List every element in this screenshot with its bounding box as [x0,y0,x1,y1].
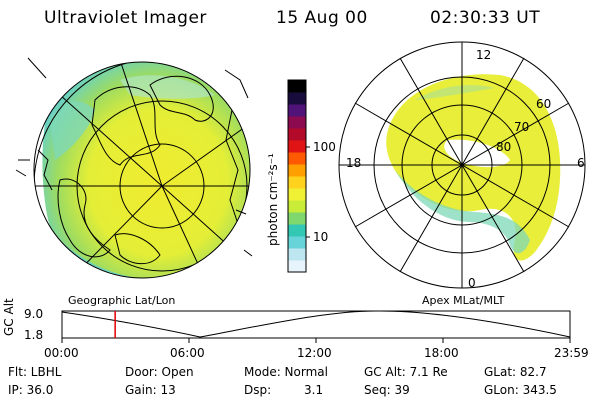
status-mode: Mode: Normal [244,365,328,379]
orbit-timeline [61,310,571,343]
colorbar-segment [288,104,306,117]
colorbar-tick-100: 100 [313,140,336,154]
apex-label: Apex MLat/MLT [422,294,505,307]
status-dsp-label: Dsp: [244,383,272,397]
colorbar-segment [288,236,306,249]
colorbar-segment [288,200,306,213]
time-tick-0000: 00:00 [44,346,79,360]
status-dsp-value: 3.1 [304,383,324,397]
time-label: 02:30:33 UT [430,8,541,28]
status-gc-alt: GC Alt: 7.1 Re [364,365,448,379]
status-gain: Gain: 13 [125,383,176,397]
status-door: Door: Open [125,365,194,379]
date-label: 15 Aug 00 [276,8,368,28]
status-seq: Seq: 39 [364,383,410,397]
status-glat: GLat: 82.7 [484,365,547,379]
time-tick-1800: 18:00 [424,346,459,360]
geographic-image [15,57,253,279]
gc-alt-max-label: 9.0 [24,307,44,321]
colorbar-segment [288,188,306,201]
mlat-label-80: 80 [496,140,512,154]
geographic-label: Geographic Lat/Lon [68,294,176,307]
mlt-label-12: 12 [476,48,492,62]
time-tick-2359: 23:59 [554,346,589,360]
colorbar-segment [288,140,306,153]
colorbar-tick-10: 10 [313,230,329,244]
status-ip: IP: 36.0 [8,383,54,397]
colorbar-unit-label: photon cm⁻²s⁻¹ [266,153,280,246]
mlt-label-0: 0 [468,276,476,290]
colorbar-segment [288,128,306,141]
colorbar-segment [288,164,306,177]
colorbar-segment [288,224,306,237]
status-glon: GLon: 343.5 [484,383,557,397]
mlat-label-70: 70 [514,120,530,134]
time-tick-1200: 12:00 [297,346,332,360]
colorbar-segment [288,92,306,105]
gc-alt-axis-label: GC Alt [2,298,16,336]
colorbar-segment [288,212,306,225]
mlat-label-60: 60 [536,97,552,111]
status-flt: Flt: LBHL [8,365,62,379]
colorbar-segment [288,152,306,165]
colorbar-segment [288,248,306,261]
gc-alt-min-label: 1.8 [24,328,44,342]
colorbar-segment [288,116,306,129]
colorbar-segment [288,80,306,93]
colorbar-segment [288,176,306,189]
mlt-label-6: 6 [577,156,585,170]
instrument-title: Ultraviolet Imager [44,8,207,28]
apex-polar-plot [338,41,586,289]
colorbar-segment [288,260,306,273]
mlt-label-18: 18 [346,156,362,170]
colorbar [287,79,310,273]
time-tick-0600: 06:00 [170,346,205,360]
